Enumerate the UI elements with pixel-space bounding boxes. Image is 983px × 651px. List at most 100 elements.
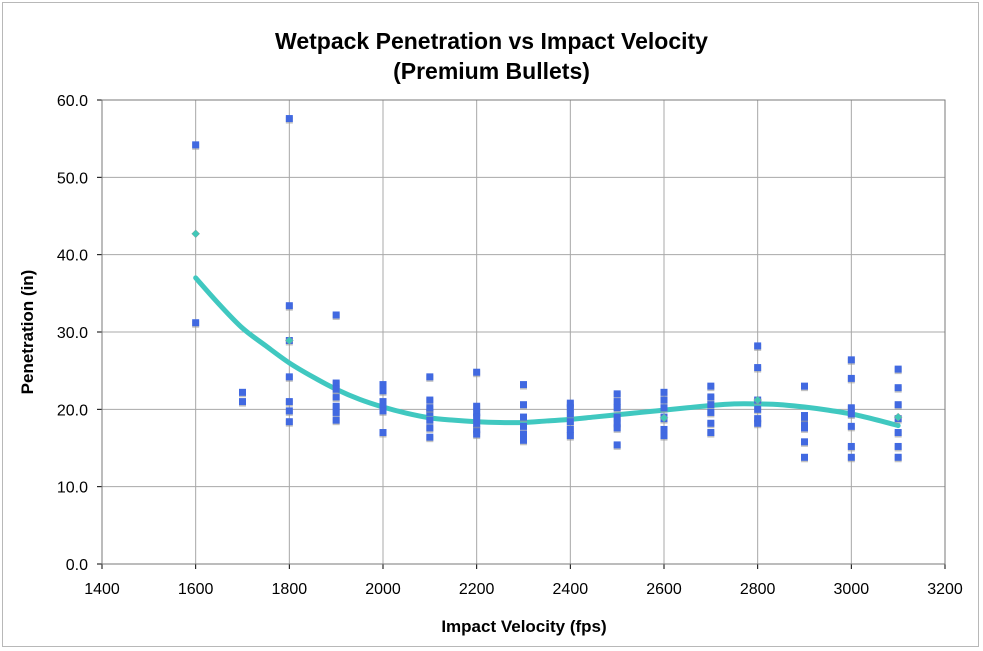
data-point (473, 430, 481, 438)
data-point (566, 404, 574, 412)
data-point (332, 402, 340, 410)
data-point (754, 405, 762, 413)
data-point (379, 407, 387, 415)
x-tick-label: 3200 (927, 581, 963, 598)
data-point (566, 410, 574, 418)
x-tick-labels: 1400 1600 1800 2000 2200 2400 2600 2800 3000 3200 (84, 581, 963, 598)
data-point (660, 404, 668, 412)
data-point (379, 429, 387, 437)
data-point (520, 401, 527, 409)
trendline-layer (193, 275, 901, 429)
data-point (847, 374, 855, 382)
chart-title: Wetpack Penetration vs Impact Velocity (… (0, 26, 983, 86)
data-point (613, 398, 621, 406)
data-point (426, 396, 434, 404)
data-point (426, 373, 434, 381)
data-point (520, 422, 527, 430)
data-point (801, 413, 808, 421)
data-point (660, 425, 668, 433)
data-point (473, 419, 481, 427)
data-point (473, 413, 481, 421)
data-point (707, 419, 715, 427)
data-point (473, 402, 481, 410)
mean-marker (284, 336, 294, 345)
data-point (520, 381, 527, 389)
y-tick-label: 10.0 (57, 480, 88, 497)
data-point (426, 433, 434, 441)
data-point (332, 416, 340, 424)
data-point (707, 401, 715, 409)
data-point (332, 408, 340, 416)
x-tick-label: 1600 (178, 581, 214, 598)
data-point (754, 419, 762, 427)
grid-lines (101, 99, 946, 565)
data-point (847, 404, 855, 412)
data-point (285, 418, 293, 426)
chart-title-line2: (Premium Bullets) (393, 58, 590, 84)
data-point (332, 379, 340, 387)
data-point (613, 424, 621, 432)
data-point (192, 319, 200, 327)
data-point (847, 422, 855, 430)
data-point (332, 385, 340, 393)
plot-area (101, 99, 946, 565)
y-tick-label: 60.0 (57, 93, 88, 110)
x-tick-label: 2200 (459, 581, 495, 598)
data-point (379, 398, 387, 406)
y-tick-label: 0.0 (66, 557, 88, 574)
y-tick-label: 50.0 (57, 170, 88, 187)
data-point (801, 424, 808, 432)
data-point (613, 390, 621, 398)
data-point (285, 407, 293, 415)
mean-marker (191, 229, 201, 239)
chart-title-line1: Wetpack Penetration vs Impact Velocity (275, 28, 708, 54)
data-point (239, 398, 246, 406)
data-point (613, 419, 621, 427)
data-point (707, 408, 715, 416)
data-point (332, 393, 340, 401)
trendline (193, 275, 901, 429)
data-point (473, 425, 481, 433)
data-point (894, 365, 902, 373)
data-point (285, 398, 293, 406)
data-point (894, 401, 902, 409)
x-tick-label: 2400 (553, 581, 589, 598)
y-tick-label: 20.0 (57, 402, 88, 419)
data-point (613, 413, 621, 421)
data-points-layer (192, 115, 902, 463)
data-point (801, 453, 808, 461)
mean-marker (893, 412, 903, 422)
data-point (426, 424, 434, 432)
x-axis-title: Impact Velocity (fps) (441, 617, 606, 636)
data-point (754, 342, 762, 350)
data-point (379, 381, 387, 389)
mean-markers-layer (191, 229, 903, 423)
x-tick-label: 1800 (272, 581, 308, 598)
data-point (707, 429, 715, 437)
y-tick-label: 30.0 (57, 325, 88, 342)
data-point (520, 430, 527, 438)
data-point (473, 368, 481, 376)
data-point (894, 453, 902, 461)
data-point (847, 442, 855, 450)
x-tick-label: 2000 (365, 581, 401, 598)
x-tick-label: 1400 (84, 581, 120, 598)
data-point (285, 115, 293, 123)
data-point (566, 418, 574, 426)
data-point (754, 415, 762, 423)
data-point (660, 388, 668, 396)
data-point (285, 373, 293, 381)
y-tick-labels: 0.0 10.0 20.0 30.0 40.0 50.0 60.0 (57, 93, 88, 574)
data-point (613, 441, 621, 449)
data-point (473, 408, 481, 416)
data-point (566, 432, 574, 440)
data-point (426, 404, 434, 412)
axes (97, 99, 946, 569)
data-point (660, 432, 668, 440)
x-tick-label: 2600 (646, 581, 682, 598)
data-point (894, 442, 902, 450)
data-point (285, 302, 293, 310)
data-point (379, 402, 387, 410)
